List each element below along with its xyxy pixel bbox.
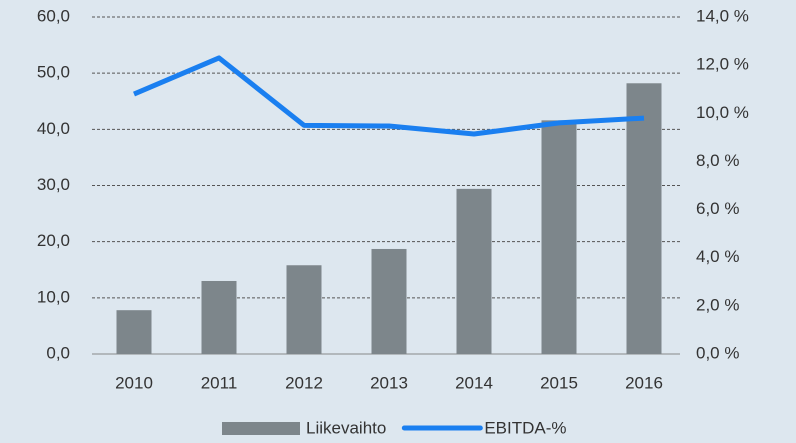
x-tick-label: 2012: [285, 373, 323, 392]
y-tick-label: 40,0: [37, 119, 70, 138]
y2-tick-label: 0,0 %: [696, 343, 739, 362]
y-tick-label: 30,0: [37, 175, 70, 194]
y2-tick-label: 14,0 %: [696, 6, 749, 25]
y2-tick-label: 12,0 %: [696, 55, 749, 74]
y2-tick-label: 4,0 %: [696, 247, 739, 266]
bar: [371, 248, 407, 354]
y2-tick-label: 8,0 %: [696, 151, 739, 170]
bar: [541, 120, 577, 354]
x-tick-label: 2011: [201, 373, 238, 392]
bar: [286, 265, 322, 354]
y2-tick-label: 6,0 %: [696, 199, 739, 218]
line: [133, 55, 645, 137]
x-tick-label: 2013: [370, 373, 408, 392]
bar: [456, 188, 492, 354]
y-tick-label: 0,0: [46, 343, 70, 362]
bar: [626, 83, 662, 354]
x-tick-label: 2015: [540, 373, 578, 392]
y2-tick-label: 2,0 %: [696, 295, 739, 314]
y-tick-label: 50,0: [37, 63, 70, 82]
x-tick-label: 2014: [455, 373, 493, 392]
y2-tick-label: 10,0 %: [696, 103, 749, 122]
bar: [201, 280, 237, 354]
y-tick-label: 20,0: [37, 231, 70, 250]
legend-swatch: [222, 422, 300, 435]
legend-label: EBITDA-%: [484, 418, 566, 437]
x-tick-label: 2010: [115, 373, 153, 392]
bar: [116, 310, 152, 354]
y-tick-label: 60,0: [37, 6, 70, 25]
legend-label: Liikevaihto: [306, 418, 386, 437]
y-tick-label: 10,0: [37, 287, 70, 306]
x-tick-label: 2016: [625, 373, 663, 392]
